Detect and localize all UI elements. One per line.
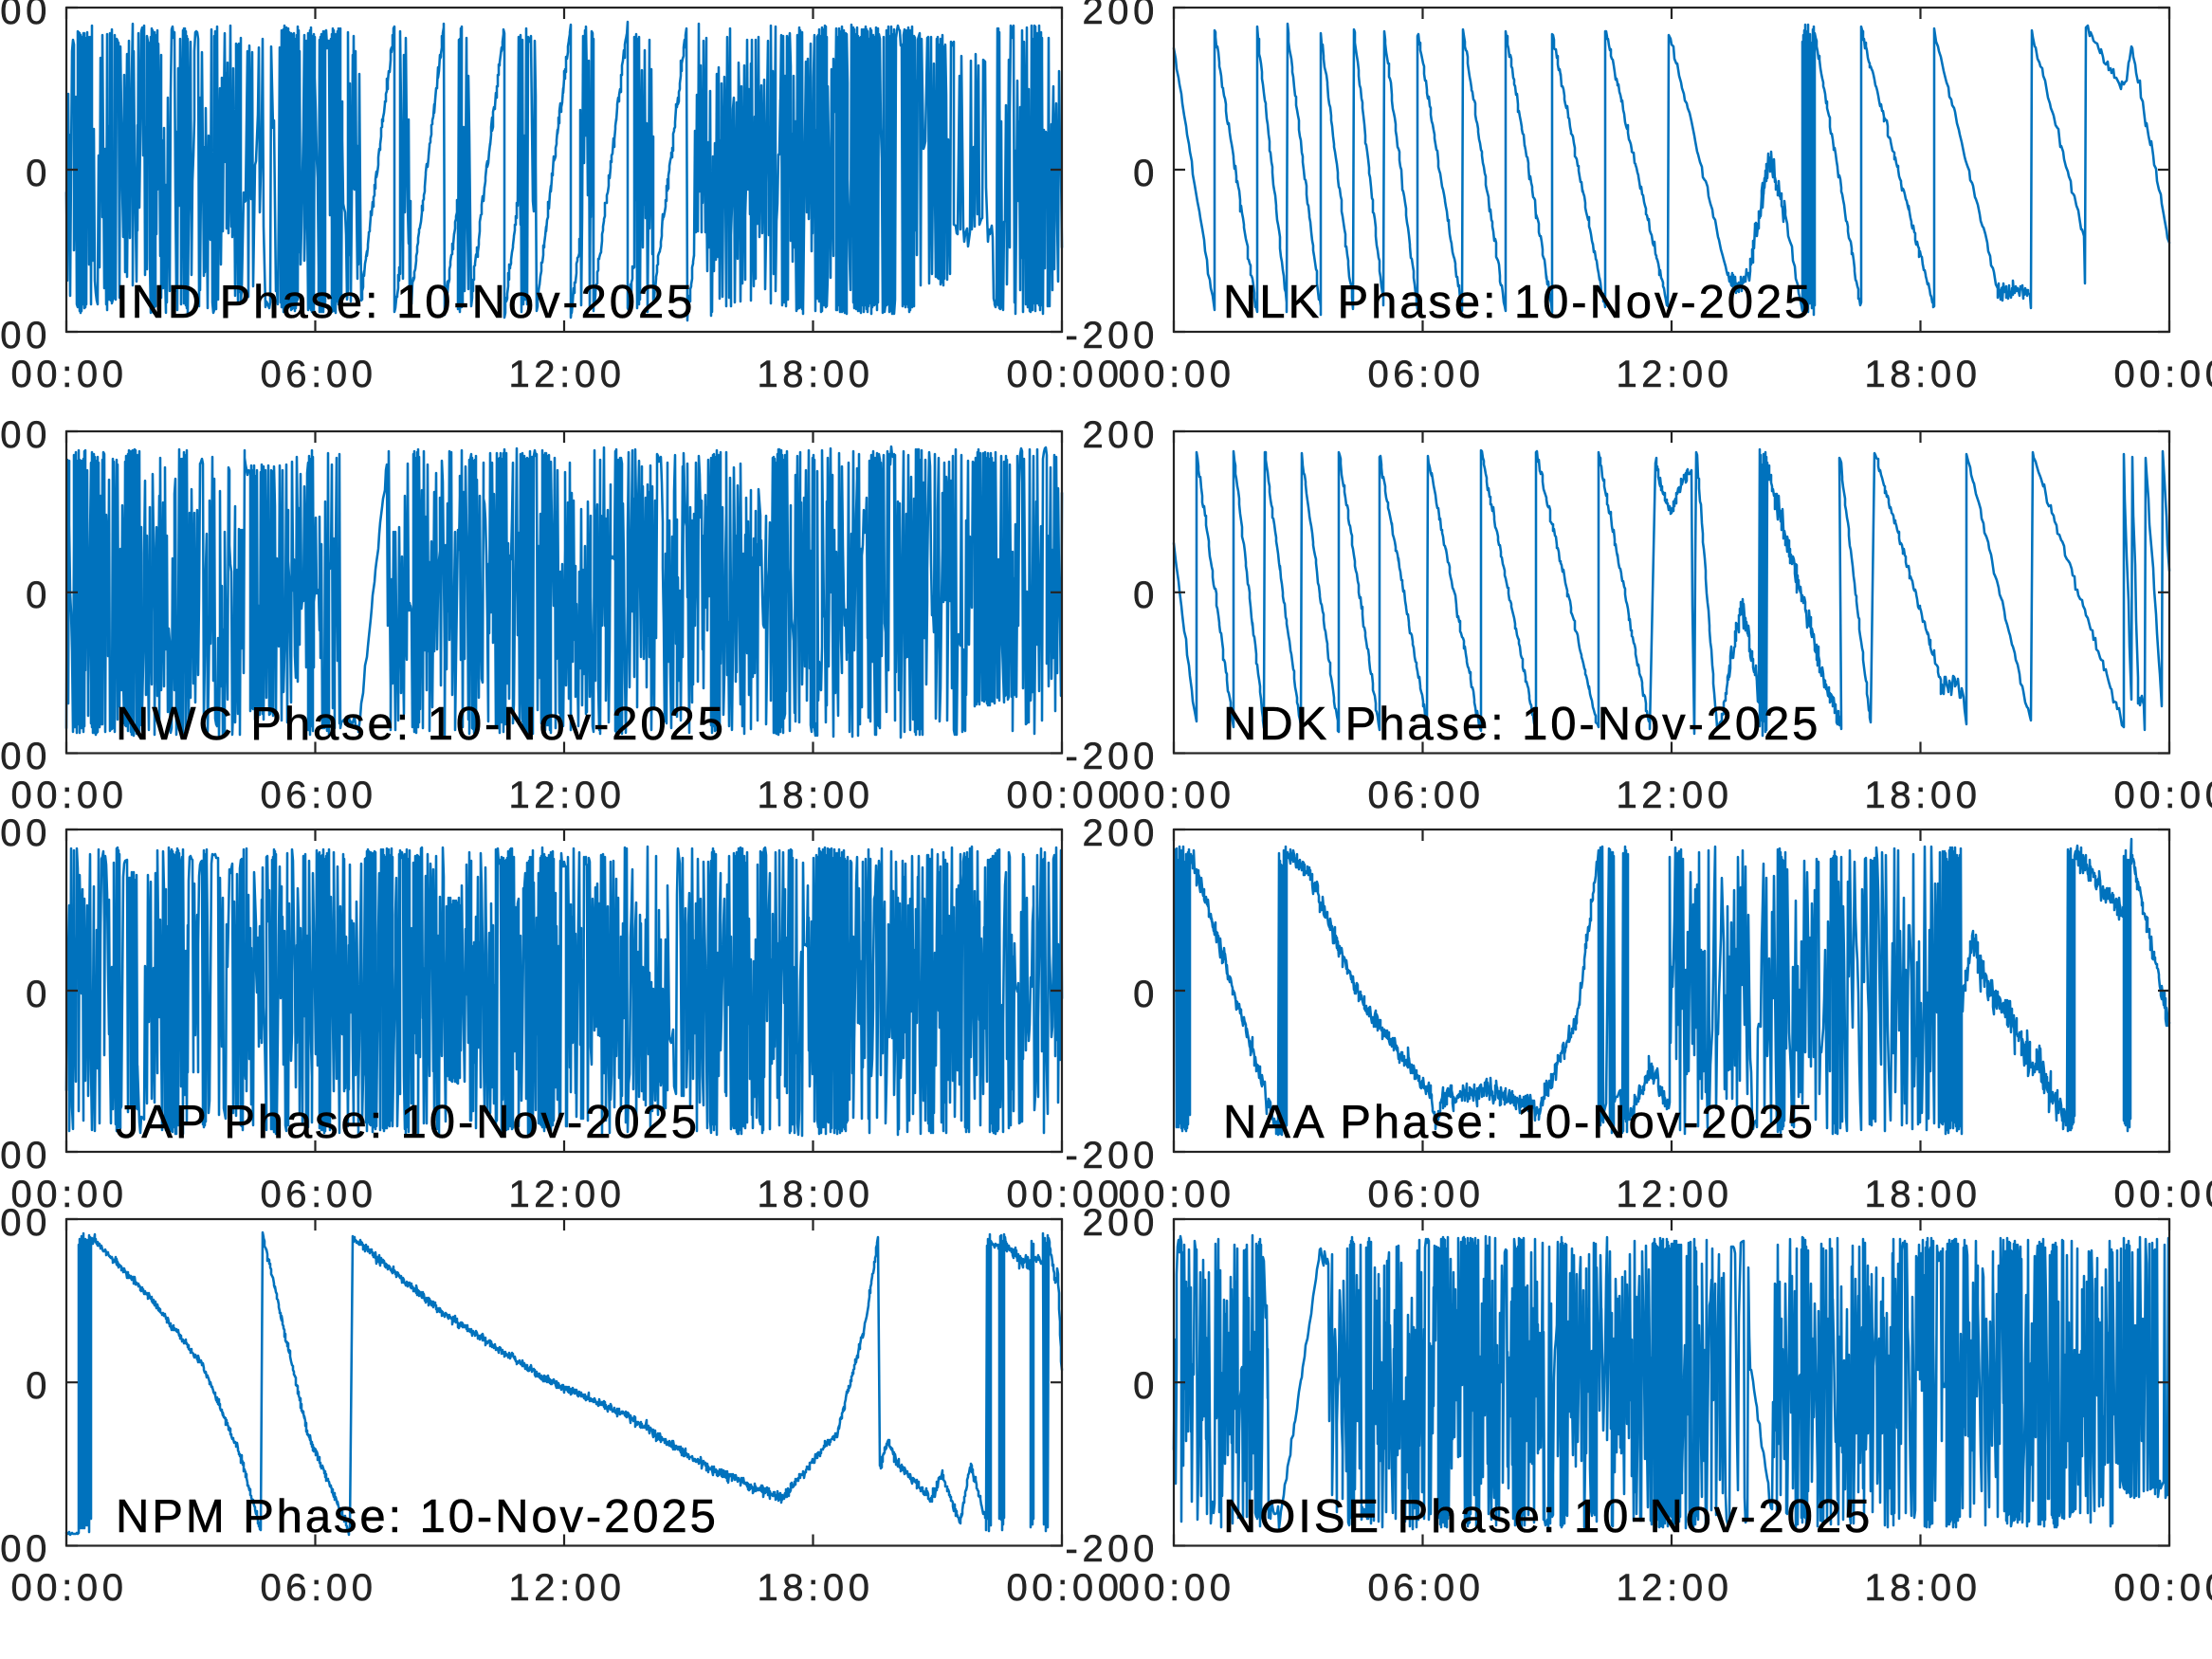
svg-text:200: 200 (0, 1202, 51, 1244)
svg-text:06:00: 06:00 (260, 354, 376, 395)
svg-text:12:00: 12:00 (508, 354, 625, 395)
svg-text:-200: -200 (1066, 315, 1159, 356)
svg-text:0: 0 (26, 1365, 51, 1407)
svg-text:-200: -200 (0, 1528, 51, 1570)
svg-text:00:00: 00:00 (1118, 1567, 1234, 1609)
svg-text:JAP Phase: 10-Nov-2025: JAP Phase: 10-Nov-2025 (116, 1097, 700, 1148)
svg-text:18:00: 18:00 (1864, 354, 1981, 395)
svg-text:0: 0 (1133, 974, 1159, 1015)
svg-text:NWC Phase: 10-Nov-2025: NWC Phase: 10-Nov-2025 (116, 699, 726, 750)
svg-text:00:00: 00:00 (1006, 354, 1123, 395)
svg-text:00:00: 00:00 (1006, 1567, 1123, 1609)
svg-text:00:00: 00:00 (10, 1174, 127, 1215)
svg-text:NAA Phase: 10-Nov-2025: NAA Phase: 10-Nov-2025 (1223, 1097, 1816, 1148)
svg-text:200: 200 (1082, 414, 1159, 456)
svg-text:18:00: 18:00 (757, 1567, 873, 1609)
svg-text:12:00: 12:00 (1616, 1567, 1732, 1609)
svg-text:200: 200 (1082, 812, 1159, 854)
svg-text:18:00: 18:00 (1864, 1567, 1981, 1609)
svg-text:18:00: 18:00 (757, 354, 873, 395)
svg-text:00:00: 00:00 (2113, 1174, 2212, 1215)
svg-text:06:00: 06:00 (1367, 1174, 1484, 1215)
svg-text:200: 200 (0, 812, 51, 854)
svg-text:00:00: 00:00 (1118, 775, 1234, 816)
svg-text:06:00: 06:00 (260, 775, 376, 816)
svg-text:200: 200 (1082, 1202, 1159, 1244)
svg-text:06:00: 06:00 (260, 1174, 376, 1215)
svg-text:0: 0 (1133, 574, 1159, 616)
svg-text:200: 200 (0, 0, 51, 32)
svg-text:NDK Phase: 10-Nov-2025: NDK Phase: 10-Nov-2025 (1223, 699, 1820, 750)
svg-text:06:00: 06:00 (1367, 1567, 1484, 1609)
svg-text:12:00: 12:00 (508, 1174, 625, 1215)
svg-text:18:00: 18:00 (757, 775, 873, 816)
svg-text:NOISE Phase: 10-Nov-2025: NOISE Phase: 10-Nov-2025 (1223, 1491, 1873, 1542)
svg-text:18:00: 18:00 (757, 1174, 873, 1215)
svg-text:00:00: 00:00 (10, 775, 127, 816)
svg-text:18:00: 18:00 (1864, 775, 1981, 816)
svg-text:NLK Phase: 10-Nov-2025: NLK Phase: 10-Nov-2025 (1223, 277, 1813, 328)
svg-text:-200: -200 (1066, 1528, 1159, 1570)
svg-text:06:00: 06:00 (1367, 775, 1484, 816)
svg-text:0: 0 (1133, 153, 1159, 194)
svg-text:06:00: 06:00 (260, 1567, 376, 1609)
svg-text:12:00: 12:00 (1616, 1174, 1732, 1215)
svg-text:00:00: 00:00 (1006, 1174, 1123, 1215)
svg-text:200: 200 (0, 414, 51, 456)
svg-text:0: 0 (1133, 1365, 1159, 1407)
svg-text:-200: -200 (1066, 736, 1159, 777)
svg-text:00:00: 00:00 (2113, 1567, 2212, 1609)
svg-text:-200: -200 (0, 736, 51, 777)
svg-text:06:00: 06:00 (1367, 354, 1484, 395)
svg-text:12:00: 12:00 (1616, 354, 1732, 395)
svg-text:00:00: 00:00 (10, 354, 127, 395)
svg-text:00:00: 00:00 (2113, 354, 2212, 395)
svg-text:00:00: 00:00 (1118, 354, 1234, 395)
svg-text:00:00: 00:00 (1118, 1174, 1234, 1215)
svg-text:12:00: 12:00 (508, 775, 625, 816)
svg-text:NPM Phase: 10-Nov-2025: NPM Phase: 10-Nov-2025 (116, 1491, 719, 1542)
svg-text:00:00: 00:00 (10, 1567, 127, 1609)
svg-text:12:00: 12:00 (508, 1567, 625, 1609)
svg-text:-200: -200 (0, 1135, 51, 1176)
svg-text:18:00: 18:00 (1864, 1174, 1981, 1215)
svg-text:0: 0 (26, 153, 51, 194)
svg-text:00:00: 00:00 (2113, 775, 2212, 816)
svg-text:200: 200 (1082, 0, 1159, 32)
svg-text:12:00: 12:00 (1616, 775, 1732, 816)
svg-text:00:00: 00:00 (1006, 775, 1123, 816)
svg-text:-200: -200 (1066, 1135, 1159, 1176)
svg-text:-200: -200 (0, 315, 51, 356)
svg-text:0: 0 (26, 974, 51, 1015)
svg-text:IND Phase: 10-Nov-2025: IND Phase: 10-Nov-2025 (116, 277, 695, 328)
svg-text:0: 0 (26, 574, 51, 616)
